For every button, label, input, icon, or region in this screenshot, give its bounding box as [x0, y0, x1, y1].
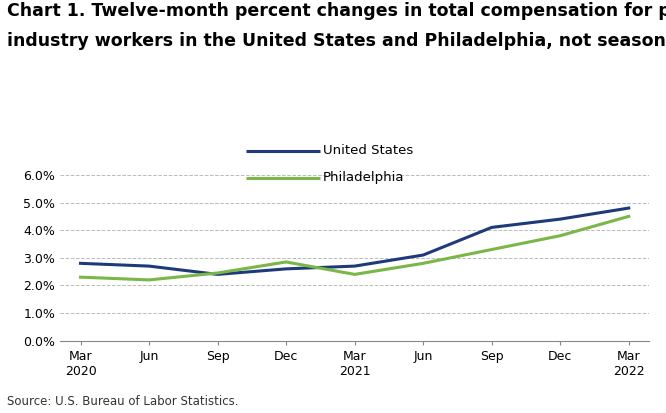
Text: Chart 1. Twelve-month percent changes in total compensation for private: Chart 1. Twelve-month percent changes in… — [7, 2, 666, 20]
Text: Source: U.S. Bureau of Labor Statistics.: Source: U.S. Bureau of Labor Statistics. — [7, 395, 238, 408]
Text: Philadelphia: Philadelphia — [323, 171, 404, 184]
Text: industry workers in the United States and Philadelphia, not seasonally: industry workers in the United States an… — [7, 32, 666, 50]
Text: United States: United States — [323, 144, 414, 157]
